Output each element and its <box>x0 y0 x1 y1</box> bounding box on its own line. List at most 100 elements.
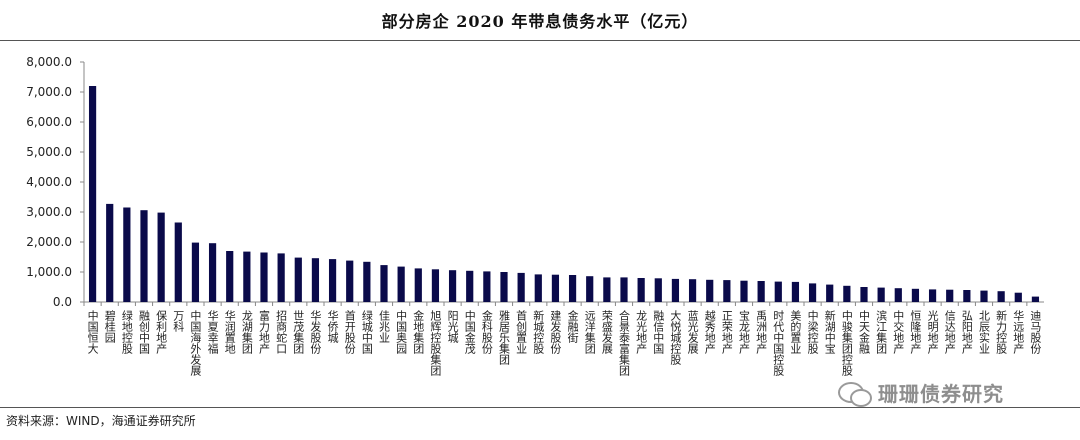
x-tick-label: 富力地产 <box>258 309 271 355</box>
bar <box>466 270 474 302</box>
bar <box>877 287 885 302</box>
bar <box>311 258 320 302</box>
bar <box>517 272 525 302</box>
x-tick-label: 新城控股 <box>532 309 545 355</box>
bar <box>603 277 611 302</box>
bar <box>740 280 748 302</box>
x-tick-label: 新湖中宝 <box>823 309 836 354</box>
bar <box>226 251 234 302</box>
x-tick-label: 信达地产 <box>943 310 956 355</box>
bar <box>363 261 371 302</box>
bar <box>431 269 440 302</box>
bar <box>380 265 388 302</box>
top-divider <box>0 40 1080 41</box>
y-tick-label: 0.0 <box>53 295 72 309</box>
bar <box>843 285 851 302</box>
bar <box>826 284 834 302</box>
watermark-text: 珊珊债券研究 <box>878 382 1004 406</box>
bar <box>963 290 971 302</box>
bar <box>448 270 457 302</box>
x-tick-label: 新力控股 <box>995 309 1008 355</box>
x-tick-label: 雅居乐集团 <box>498 309 511 366</box>
x-tick-label: 绿地控股 <box>120 309 133 355</box>
bar <box>1014 292 1022 302</box>
x-tick-label: 万科 <box>172 310 185 332</box>
x-tick-label: 中交地产 <box>892 310 905 355</box>
bar <box>706 279 714 302</box>
x-tick-label: 保利地产 <box>155 309 168 355</box>
y-tick-label: 2,000.0 <box>26 235 72 249</box>
bar <box>980 290 988 302</box>
y-tick-label: 5,000.0 <box>26 145 72 159</box>
x-tick-label: 中骏集团控股 <box>840 310 853 377</box>
chart-header: 部分房企 2020 年带息债务水平（亿元） <box>0 0 1080 40</box>
x-tick-label: 大悦城控股 <box>669 309 682 366</box>
bar <box>723 280 731 302</box>
x-tick-label: 首开股份 <box>343 309 356 355</box>
x-tick-label: 华远地产 <box>1012 309 1025 355</box>
x-tick-label: 宝龙地产 <box>738 309 751 355</box>
bar <box>997 291 1005 302</box>
bar <box>414 268 422 302</box>
bar <box>551 274 560 302</box>
bar <box>328 259 337 302</box>
bar <box>860 287 868 302</box>
x-tick-label: 融创中国 <box>138 310 151 355</box>
bar <box>894 288 902 302</box>
bar <box>500 272 508 302</box>
bar <box>88 86 97 302</box>
bar <box>208 243 217 302</box>
x-tick-label: 越秀地产 <box>703 309 716 355</box>
watermark: 珊珊债券研究 <box>838 378 1004 407</box>
x-tick-label: 荣盛发展 <box>600 310 613 355</box>
bar <box>791 281 800 302</box>
bar <box>277 253 285 302</box>
x-tick-label: 中国恒大 <box>86 310 99 354</box>
x-tick-label: 龙湖集团 <box>240 310 253 355</box>
bar <box>106 203 114 302</box>
x-tick-label: 时代中国控股 <box>772 310 785 377</box>
bar <box>671 278 680 302</box>
bar <box>260 252 268 302</box>
x-tick-label: 中国奥园 <box>395 310 408 355</box>
bar <box>654 278 662 302</box>
x-tick-label: 滨江集团 <box>875 309 888 355</box>
x-tick-label: 中国金茂 <box>463 310 476 355</box>
bottom-divider <box>0 407 1080 408</box>
x-tick-label: 恒隆地产 <box>909 310 922 355</box>
x-tick-label: 蓝光发展 <box>686 310 699 355</box>
source-note: 资料来源：WIND，海通证券研究所 <box>6 414 196 428</box>
bar <box>157 212 165 302</box>
bar <box>191 242 200 302</box>
y-tick-label: 8,000.0 <box>26 55 72 69</box>
x-tick-label: 碧桂园 <box>103 310 116 344</box>
bar <box>174 222 182 302</box>
x-tick-label: 美的置业 <box>789 310 802 354</box>
x-tick-label: 佳兆业 <box>378 309 391 343</box>
bar <box>637 278 645 302</box>
x-tick-label: 华润置地 <box>223 309 236 354</box>
bar <box>243 251 251 302</box>
x-tick-label: 合景泰富集团 <box>618 309 631 377</box>
x-tick-label: 正荣地产 <box>720 310 733 355</box>
x-tick-label: 龙光地产 <box>635 310 648 355</box>
wechat-icon <box>838 380 872 407</box>
bar-chart: 0.0 1,000.0 2,000.0 3,000.0 4,000.0 5,000.0 6,… <box>26 55 1044 377</box>
y-tick-label: 7,000.0 <box>26 85 72 99</box>
x-tick-label: 金科股份 <box>480 309 493 355</box>
bar <box>483 271 491 302</box>
x-tick-label: 阳光城 <box>446 310 459 343</box>
x-tick-label: 旭辉控股集团 <box>429 309 442 377</box>
bar <box>294 257 302 302</box>
bar <box>808 283 817 302</box>
bar <box>586 276 594 302</box>
x-tick-label: 招商蛇口 <box>275 309 288 354</box>
x-tick-label: 建发股份 <box>549 309 562 355</box>
x-tick-label: 弘阳地产 <box>960 310 973 355</box>
bar <box>928 289 937 302</box>
x-tick-label: 禹洲地产 <box>755 310 768 355</box>
y-tick-label: 4,000.0 <box>26 175 72 189</box>
y-tick-label: 6,000.0 <box>26 115 72 129</box>
y-tick-label: 3,000.0 <box>26 205 72 219</box>
bar <box>1031 296 1040 302</box>
